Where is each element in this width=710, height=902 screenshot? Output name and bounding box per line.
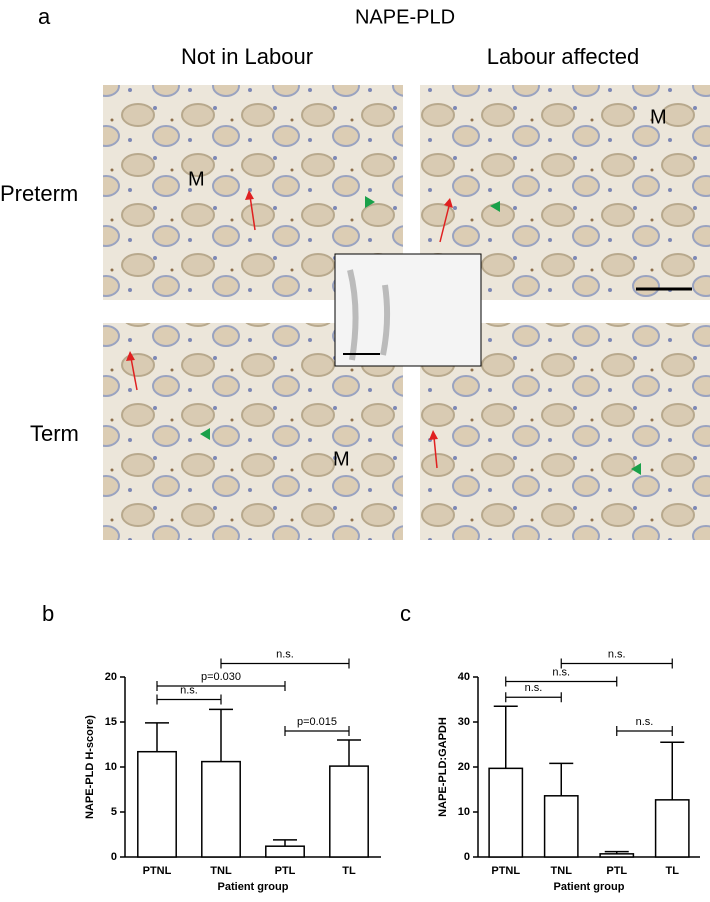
significance-label: n.s. [636,716,654,728]
y-tick-label: 10 [105,761,117,773]
x-tick-label: PTNL [143,865,172,877]
significance-label: n.s. [276,648,294,660]
column-header: Labour affected [487,44,640,69]
significance-label: p=0.030 [201,671,241,683]
image-label: M [188,168,205,190]
significance-label: n.s. [608,648,626,660]
bar [329,765,369,858]
panel-label: c [400,601,411,626]
image-label: M [650,106,667,128]
significance-label: n.s. [552,666,570,678]
image-label: M [333,448,350,470]
row-header: Term [30,421,79,446]
x-tick-label: PTL [275,865,296,877]
bar [599,853,635,858]
bar [543,795,579,858]
y-tick-label: 40 [458,671,470,683]
y-tick-label: 30 [458,716,470,728]
bar [654,799,690,858]
significance-label: n.s. [180,684,198,696]
x-tick-label: PTL [606,865,627,877]
micrographs [103,85,710,540]
panel-label: b [42,601,54,626]
inset-tissue [347,269,391,361]
x-tick-label: PTNL [491,865,520,877]
row-header: Preterm [0,181,78,206]
panel-title: NAPE-PLD [355,6,455,28]
inset [334,253,482,367]
y-tick-label: 5 [111,806,117,818]
x-tick-label: TL [666,865,680,877]
x-axis-label: Patient group [554,881,625,893]
green-arrowheads [200,196,641,475]
column-header: Not in Labour [181,44,313,69]
y-tick-label: 15 [105,716,117,728]
y-tick-label: 10 [458,806,470,818]
significance-label: n.s. [525,682,543,694]
bar [488,767,524,858]
y-tick-label: 20 [458,761,470,773]
red-arrowheads [126,190,453,440]
red-arrows [130,195,450,469]
y-axis-label: NAPE-PLD H-score) [84,715,96,819]
bar [137,750,177,858]
y-axis-label: NAPE-PLD:GAPDH [437,717,449,817]
significance-label: p=0.015 [297,716,337,728]
y-tick-label: 20 [105,671,117,683]
x-tick-label: TL [342,865,356,877]
panel-label: a [38,4,51,29]
bar [201,760,241,858]
bar [265,845,305,858]
y-tick-label: 0 [464,851,470,863]
x-axis-label: Patient group [218,881,289,893]
x-tick-label: TNL [551,865,573,877]
y-tick-label: 0 [111,851,117,863]
x-tick-label: TNL [210,865,232,877]
